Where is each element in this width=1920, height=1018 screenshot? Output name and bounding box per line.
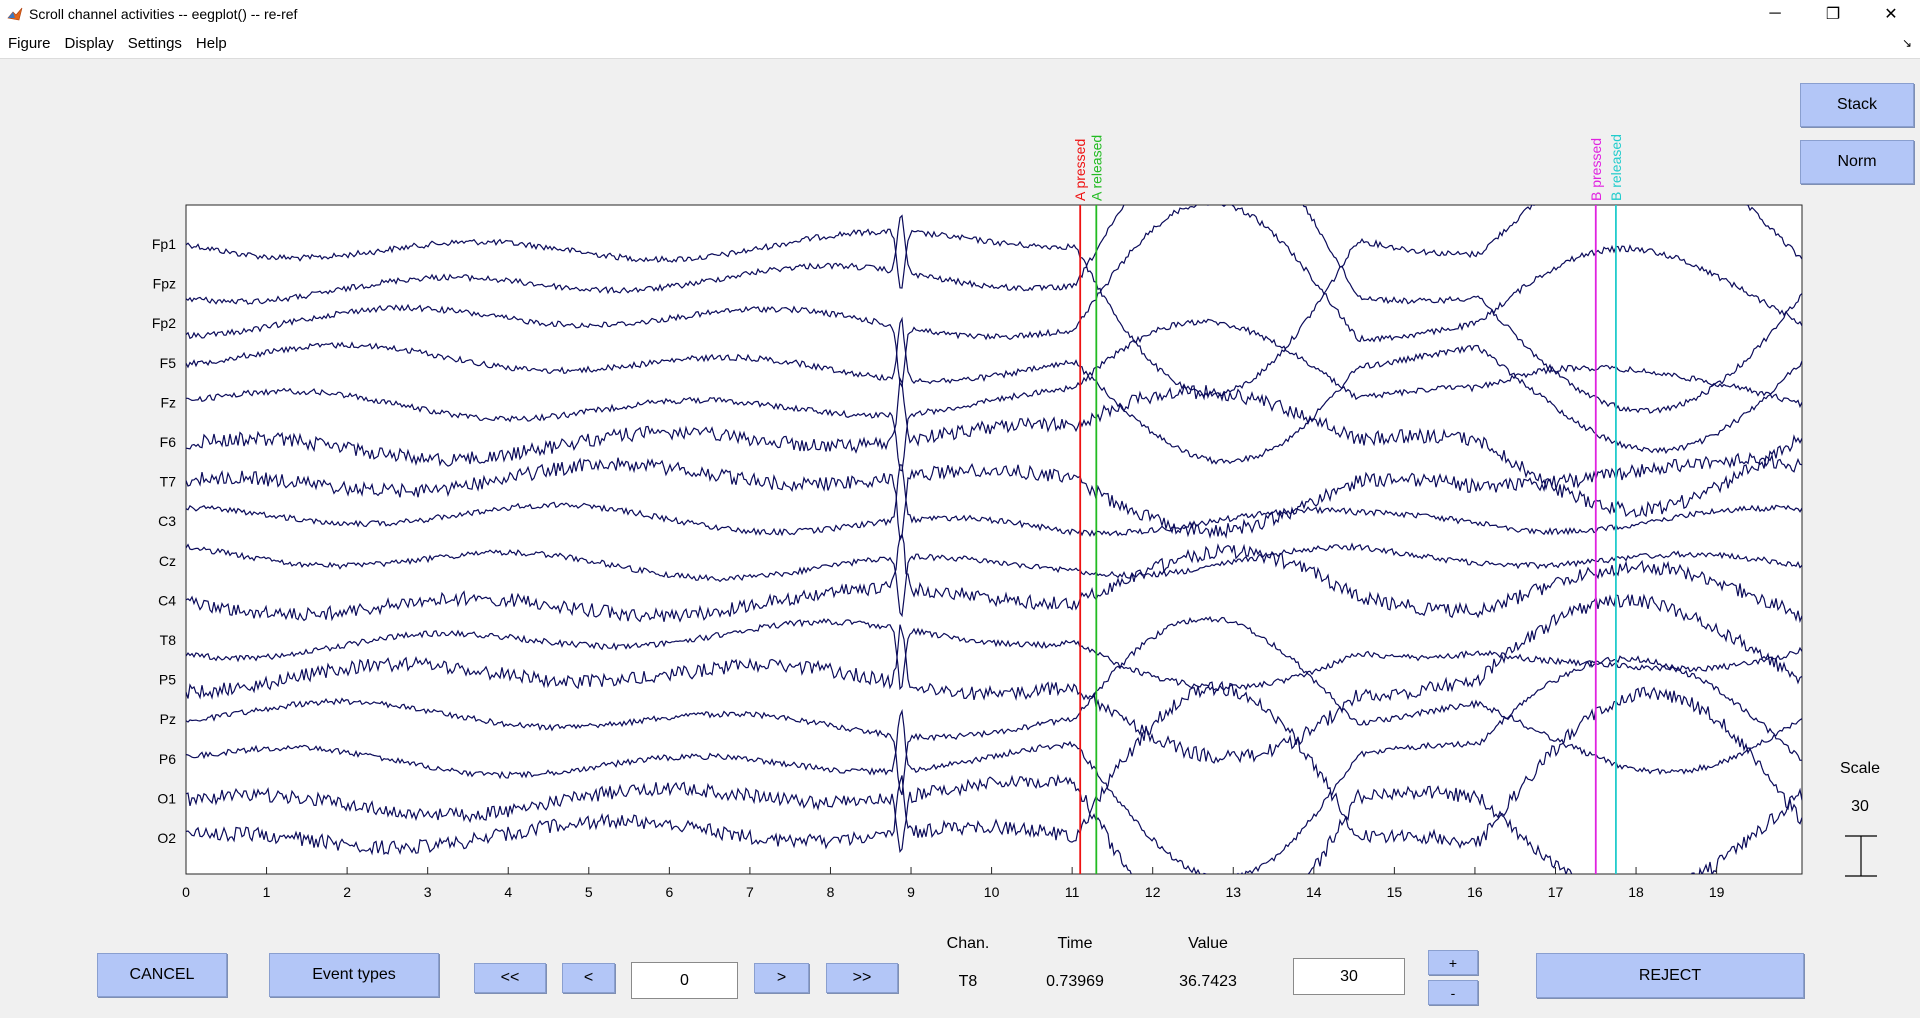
event-label-a-pressed: A pressed <box>1072 139 1088 201</box>
trace-t7 <box>186 451 1802 542</box>
decrease-scale-button[interactable]: - <box>1428 980 1478 1005</box>
x-tick-label: 11 <box>1065 884 1080 900</box>
matlab-icon <box>7 6 23 22</box>
value-header: Value <box>1188 935 1228 952</box>
trace-o2 <box>186 680 1802 856</box>
trace-p6 <box>186 655 1802 874</box>
channel-label-cz: Cz <box>159 553 176 569</box>
channel-label-fp1: Fp1 <box>152 236 176 252</box>
x-tick-label: 3 <box>424 884 432 900</box>
value-readout: 36.7423 <box>1179 973 1237 990</box>
channel-label-fpz: Fpz <box>153 276 176 292</box>
event-label-b-released: B released <box>1608 134 1624 201</box>
menu-help[interactable]: Help <box>195 34 227 52</box>
channel-label-p5: P5 <box>159 672 176 688</box>
scroll-next-button[interactable]: > <box>754 963 809 993</box>
x-tick-label: 15 <box>1387 884 1403 900</box>
chan-header: Chan. <box>946 935 990 952</box>
channel-label-o2: O2 <box>157 830 176 846</box>
event-label-a-released: A released <box>1088 135 1104 201</box>
trace-f6 <box>186 376 1802 518</box>
channel-label-c3: C3 <box>158 513 176 529</box>
title-bar: Scroll channel activities -- eegplot() -… <box>0 0 1920 28</box>
cancel-button[interactable]: CANCEL <box>97 953 227 997</box>
scroll-first-button[interactable]: << <box>474 963 546 993</box>
trace-pz <box>186 615 1802 796</box>
x-tick-label: 10 <box>984 884 1000 900</box>
plot-area[interactable] <box>185 204 1803 875</box>
channel-label-t8: T8 <box>160 632 177 648</box>
minimize-button[interactable]: ─ <box>1769 5 1781 22</box>
event-markers: A pressed A released B pressed B released <box>1072 134 1624 874</box>
trace-c4 <box>186 532 1802 624</box>
x-tick-label: 1 <box>263 884 271 900</box>
x-tick-label: 12 <box>1145 884 1161 900</box>
menu-settings[interactable]: Settings <box>127 34 182 52</box>
trace-f5 <box>186 316 1802 465</box>
trace-fz <box>186 318 1802 472</box>
scroll-prev-button[interactable]: < <box>562 963 615 993</box>
menu-display[interactable]: Display <box>64 34 114 52</box>
x-axis: 0 1 2 3 4 5 6 7 8 9 10 11 12 13 14 15 16 17 18 19 <box>182 867 1725 900</box>
x-tick-label: 5 <box>585 884 593 900</box>
trace-fp1 <box>186 205 1802 398</box>
scroll-last-button[interactable]: >> <box>826 963 898 993</box>
x-tick-label: 13 <box>1225 884 1241 900</box>
trace-c3 <box>186 464 1802 538</box>
channel-labels: Fp1 Fpz Fp2 F5 Fz F6 T7 C3 Cz C4 T8 P5 Pz P6 O1 O2 <box>152 236 176 846</box>
event-label-b-pressed: B pressed <box>1588 138 1604 201</box>
x-tick-label: 2 <box>343 884 351 900</box>
restore-button[interactable]: ❐ <box>1825 6 1841 23</box>
time-readout: 0.73969 <box>1046 973 1104 990</box>
x-tick-label: 16 <box>1467 884 1483 900</box>
time-header: Time <box>1057 935 1093 952</box>
trace-cz <box>186 542 1802 618</box>
eeg-traces <box>186 205 1802 874</box>
scale-title: Scale <box>1839 760 1881 777</box>
trace-p5 <box>186 593 1802 764</box>
channel-label-pz: Pz <box>160 711 176 727</box>
trace-t8 <box>186 618 1802 691</box>
reject-button[interactable]: REJECT <box>1536 953 1804 998</box>
trace-fp2 <box>186 205 1802 389</box>
menu-figure[interactable]: Figure <box>8 34 51 52</box>
x-tick-label: 6 <box>665 884 673 900</box>
norm-button[interactable]: Norm <box>1800 140 1914 184</box>
close-button[interactable]: ✕ <box>1884 6 1898 23</box>
x-tick-label: 17 <box>1548 884 1564 900</box>
stack-button[interactable]: Stack <box>1800 83 1914 127</box>
scale-bar <box>1845 835 1877 877</box>
position-input[interactable]: 0 <box>631 962 738 999</box>
channel-label-fz: Fz <box>160 394 176 410</box>
dock-arrow-icon[interactable]: ↘ <box>1901 36 1912 50</box>
x-tick-label: 9 <box>907 884 915 900</box>
x-tick-label: 7 <box>746 884 754 900</box>
x-tick-label: 18 <box>1628 884 1644 900</box>
window-title: Scroll channel activities -- eegplot() -… <box>29 6 298 22</box>
channel-label-c4: C4 <box>158 592 176 608</box>
chan-readout: T8 <box>958 973 978 990</box>
channel-label-f5: F5 <box>160 355 177 371</box>
scale-value: 30 <box>1851 798 1869 815</box>
trace-fpz <box>186 205 1802 414</box>
x-tick-label: 14 <box>1306 884 1322 900</box>
x-tick-label: 0 <box>182 884 190 900</box>
x-tick-label: 19 <box>1709 884 1725 900</box>
menu-bar: Figure Display Settings Help ↘ <box>0 28 1920 59</box>
x-tick-label: 8 <box>827 884 835 900</box>
event-types-button[interactable]: Event types <box>269 953 439 997</box>
channel-label-fp2: Fp2 <box>152 315 176 331</box>
channel-label-t7: T7 <box>160 474 177 490</box>
channel-label-p6: P6 <box>159 751 176 767</box>
spacing-input[interactable]: 30 <box>1293 958 1405 995</box>
channel-label-f6: F6 <box>160 434 177 450</box>
x-tick-label: 4 <box>504 884 512 900</box>
increase-scale-button[interactable]: + <box>1428 950 1478 975</box>
trace-o1 <box>186 773 1802 874</box>
channel-label-o1: O1 <box>157 790 176 806</box>
